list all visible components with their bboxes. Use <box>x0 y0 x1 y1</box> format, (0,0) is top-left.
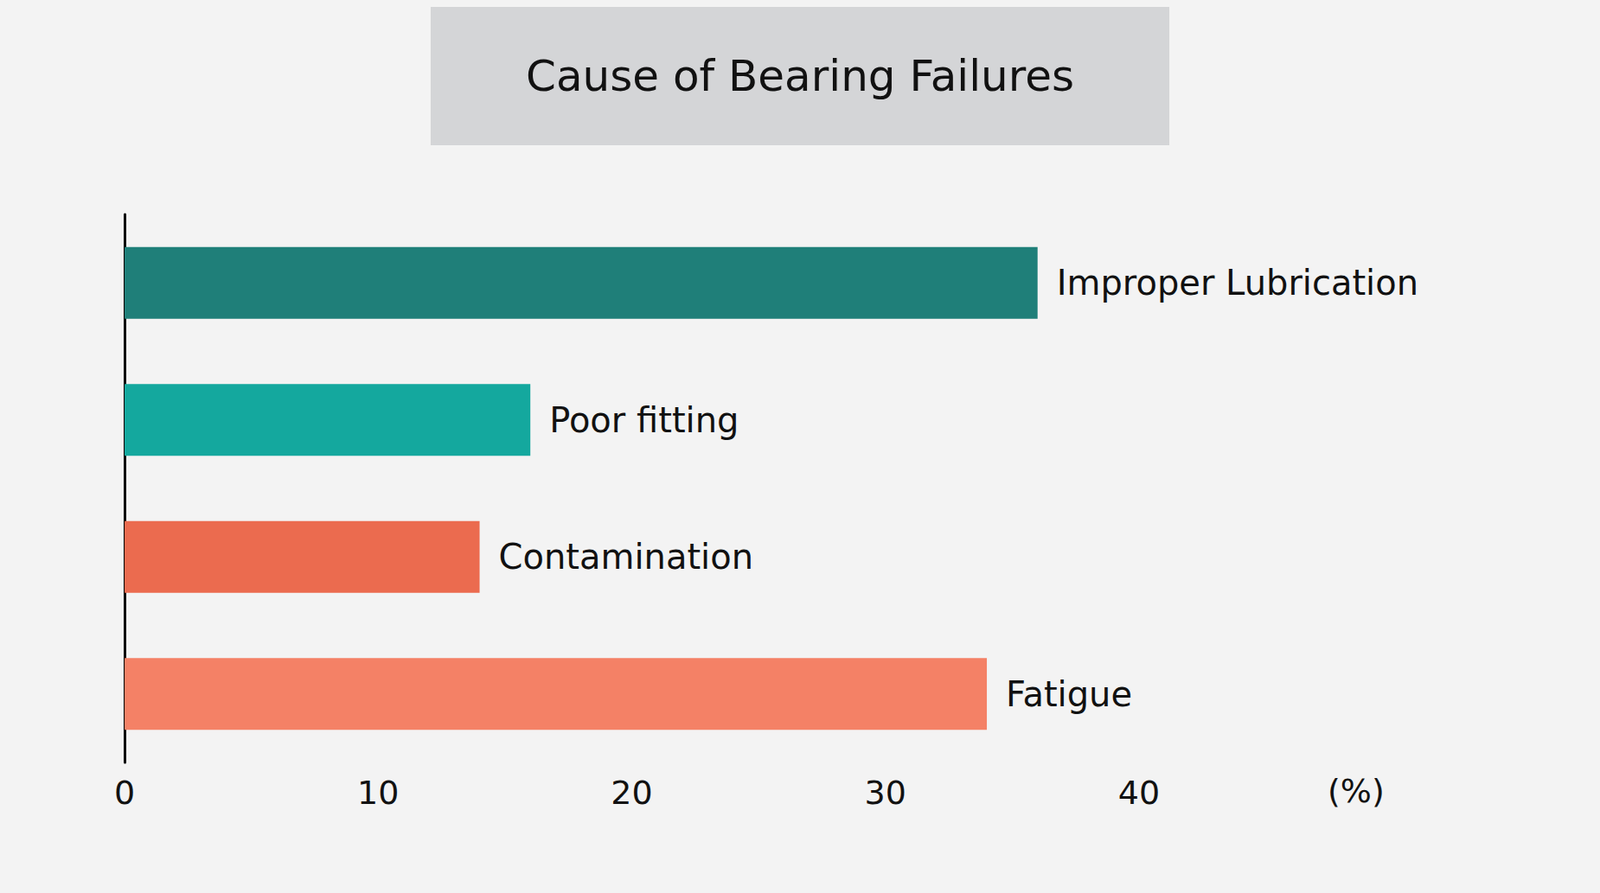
svg-text:0: 0 <box>114 774 135 813</box>
svg-text:(%): (%) <box>1327 772 1385 811</box>
svg-text:Contamination: Contamination <box>499 537 755 577</box>
svg-text:20: 20 <box>610 774 653 813</box>
svg-text:Fatigue: Fatigue <box>1005 674 1133 715</box>
svg-text:10: 10 <box>357 774 399 813</box>
svg-text:Cause of Bearing Failures: Cause of Bearing Failures <box>525 51 1075 102</box>
svg-text:30: 30 <box>864 774 907 813</box>
svg-text:Improper Lubrication: Improper Lubrication <box>1056 262 1419 303</box>
svg-text:40: 40 <box>1118 774 1160 813</box>
svg-text:Poor fitting: Poor fitting <box>549 400 739 441</box>
